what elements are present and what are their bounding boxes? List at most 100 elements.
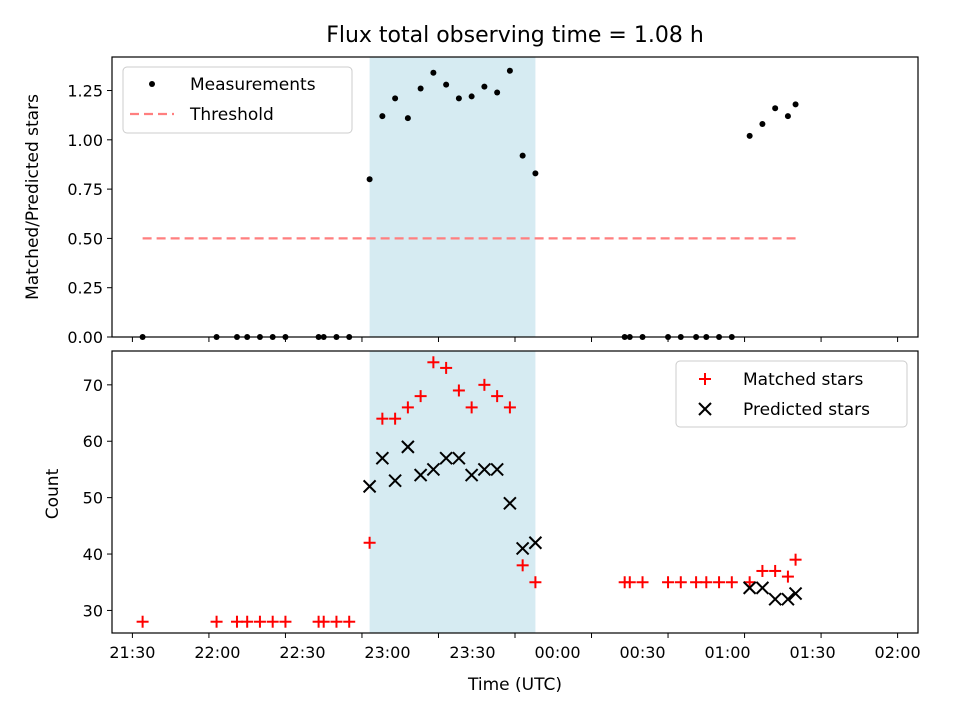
matched-star-point: [452, 384, 465, 397]
predicted-x-b: [788, 586, 803, 601]
top-y-tick-label: 1.00: [67, 131, 103, 150]
predicted-star-point: [375, 451, 390, 465]
matched-star-point: [529, 576, 542, 589]
matched-star-point: [690, 576, 703, 589]
x-tick-label: 22:00: [194, 643, 240, 662]
top-y-tick-label: 1.25: [67, 82, 103, 101]
matched-star-point: [713, 576, 726, 589]
matched-star-point: [330, 615, 343, 628]
measurement-point: [379, 113, 386, 120]
matched-star-point: [136, 615, 149, 628]
x-tick-label: 23:00: [364, 643, 410, 662]
measurement-point: [443, 81, 450, 88]
bottom-y-tick-label: 70: [83, 376, 103, 395]
predicted-star-point: [768, 592, 782, 606]
measurement-point: [759, 121, 766, 128]
predicted-x-b: [388, 474, 402, 488]
top-panel: 0.00 0.25 0.50 0.75 1.00 1.25 Measurements Thre…: [67, 56, 919, 347]
x-tick-label: 00:00: [534, 643, 580, 662]
matched-star-point: [503, 401, 516, 414]
measurement-point: [481, 83, 488, 90]
predicted-star-point: [477, 462, 492, 477]
legend-measurements-label: Measurements: [190, 75, 316, 95]
x-axis-label: Time (UTC): [467, 675, 562, 695]
matched-star-point: [756, 564, 769, 577]
predicted-star-point: [464, 468, 479, 482]
measurement-point: [430, 69, 437, 76]
matched-star-point: [465, 401, 478, 414]
predicted-star-point: [439, 451, 453, 465]
chart-title: Flux total observing time = 1.08 h: [326, 23, 704, 48]
predicted-x-b: [503, 496, 517, 510]
matched-star-point: [401, 401, 414, 414]
top-y-tick-label: 0.25: [67, 279, 103, 298]
predicted-star-point: [426, 462, 441, 477]
predicted-x-b: [401, 440, 415, 454]
matched-star-point: [210, 615, 223, 628]
x-tick-label: 01:30: [790, 643, 836, 662]
matched-star-point: [279, 615, 292, 628]
measurement-point: [392, 95, 399, 102]
predicted-star-point: [742, 581, 757, 595]
matched-star-point: [491, 390, 504, 403]
matched-star-point: [389, 412, 402, 425]
matched-star-point: [623, 576, 636, 589]
predicted-star-point: [362, 479, 377, 494]
predicted-x-b: [528, 536, 543, 550]
bottom-y-axis-label: Count: [43, 468, 63, 519]
matched-star-point: [427, 356, 440, 369]
predicted-x-b: [375, 451, 390, 465]
legend-predicted-label: Predicted stars: [743, 400, 870, 420]
measurement-point: [506, 67, 513, 74]
measurement-point: [455, 95, 462, 102]
measurement-point: [772, 105, 779, 112]
top-y-axis-label: Matched/Predicted stars: [23, 94, 43, 300]
measurement-point: [366, 176, 373, 183]
top-y-tick-label: 0.00: [67, 328, 103, 347]
bottom-y-tick-label: 40: [83, 545, 103, 564]
matched-star-point: [317, 615, 330, 628]
x-tick-label: 00:30: [619, 643, 665, 662]
x-tick-label: 21:30: [109, 643, 155, 662]
matched-star-point: [674, 576, 687, 589]
matched-star-point: [253, 615, 266, 628]
measurement-point: [746, 132, 753, 139]
measurement-point: [792, 101, 799, 108]
predicted-x-b: [755, 581, 770, 595]
matched-star-point: [414, 390, 427, 403]
bottom-shaded-region: [369, 351, 536, 633]
predicted-x-b: [439, 451, 453, 465]
matched-star-point: [478, 378, 491, 391]
measurement-point: [404, 115, 411, 122]
legend-matched-label: Matched stars: [743, 370, 863, 390]
measurement-point: [494, 89, 501, 96]
predicted-x-b: [426, 462, 441, 477]
top-axes-frame: [111, 56, 919, 338]
bottom-y-tick-label: 60: [83, 432, 103, 451]
predicted-x-b: [490, 462, 504, 477]
x-tick-label: 01:00: [704, 643, 750, 662]
matched-star-point: [725, 576, 738, 589]
predicted-x-b: [742, 581, 757, 595]
matched-star-point: [343, 615, 356, 628]
matched-star-point: [266, 615, 279, 628]
predicted-star-point: [452, 451, 466, 465]
top-y-tick-label: 0.50: [67, 229, 103, 248]
x-tick-label: 02:00: [875, 643, 921, 662]
top-y-tick-label: 0.75: [67, 180, 103, 199]
predicted-star-point: [788, 586, 803, 601]
predicted-x-b: [768, 592, 782, 606]
predicted-star-point: [401, 440, 415, 454]
predicted-star-point: [755, 581, 770, 595]
predicted-x-b: [452, 451, 466, 465]
predicted-star-point: [528, 536, 543, 550]
matched-star-point: [440, 361, 453, 374]
legend-box: [122, 66, 353, 134]
predicted-star-point: [413, 468, 428, 482]
x-tick-label: 22:30: [279, 643, 325, 662]
predicted-x-b: [362, 479, 377, 494]
bottom-y-tick-label: 30: [83, 601, 103, 620]
measurement-point: [532, 170, 539, 177]
